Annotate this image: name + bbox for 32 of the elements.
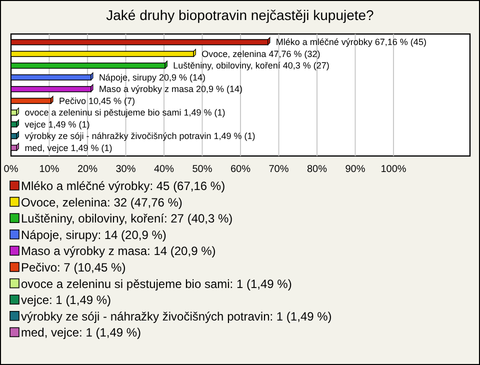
legend-label: Nápoje, sirupy: 14 (20,9 %) bbox=[21, 228, 166, 242]
data-label: výrobky ze sóji - náhražky živočišných potravin 1,49 % (1) bbox=[24, 131, 256, 142]
legend-label: Luštěniny, obiloviny, koření: 27 (40,3 %) bbox=[21, 212, 233, 226]
legend-label: ovoce a zeleninu si pěstujeme bio sami: 1 (1,49 %) bbox=[21, 276, 292, 291]
legend-label: výrobky ze sóji - náhražky živočišných potravin: 1 (1,49 %) bbox=[21, 309, 332, 324]
data-label: ovoce a zeleninu si pěstujeme bio sami 1,49 % (1) bbox=[24, 108, 226, 118]
x-tick-label: 30% bbox=[116, 164, 136, 175]
data-label: Maso a výrobky z masa 20,9 % (14) bbox=[98, 84, 243, 94]
data-label: Luštěniny, obiloviny, koření 40,3 % (27) bbox=[173, 60, 330, 71]
legend-label: Pečivo: 7 (10,45 %) bbox=[21, 260, 126, 274]
data-label: vejce 1,49 % (1) bbox=[24, 119, 90, 130]
chart-title: Jaké druhy biopotravin nejčastěji kupujete? bbox=[106, 7, 374, 23]
x-tick-label: 70% bbox=[268, 164, 289, 175]
data-label: Mléko a mléčné výrobky 67,16 % (45) bbox=[276, 37, 426, 48]
x-tick-label: 100% bbox=[380, 164, 406, 175]
x-tick-label: 90% bbox=[345, 164, 366, 175]
x-tick-label: 60% bbox=[230, 164, 251, 175]
legend-label: vejce: 1 (1,49 %) bbox=[21, 293, 112, 308]
legend-label: Mléko a mléčné výrobky: 45 (67,16 %) bbox=[21, 179, 226, 193]
x-tick-label: 50% bbox=[192, 164, 212, 175]
legend-label: Maso a výrobky z masa: 14 (20,9 %) bbox=[21, 244, 216, 258]
x-tick-label: 10% bbox=[39, 164, 60, 175]
data-label: Pečivo 10,45 % (7) bbox=[58, 96, 136, 106]
x-tick-label: 20% bbox=[77, 164, 98, 175]
x-tick-label: 40% bbox=[154, 164, 174, 175]
x-tick-label: 80% bbox=[306, 164, 328, 175]
legend-label: med, vejce: 1 (1,49 %) bbox=[21, 326, 142, 340]
legend-label: Ovoce, zelenina: 32 (47,76 %) bbox=[21, 195, 182, 210]
data-label: Nápoje, sirupy 20,9 % (14) bbox=[98, 72, 206, 82]
data-label: Ovoce, zelenina 47,76 % (32) bbox=[202, 48, 320, 59]
data-label: med, vejce 1,49 % (1) bbox=[24, 142, 112, 153]
x-tick-label: 0% bbox=[4, 164, 18, 175]
